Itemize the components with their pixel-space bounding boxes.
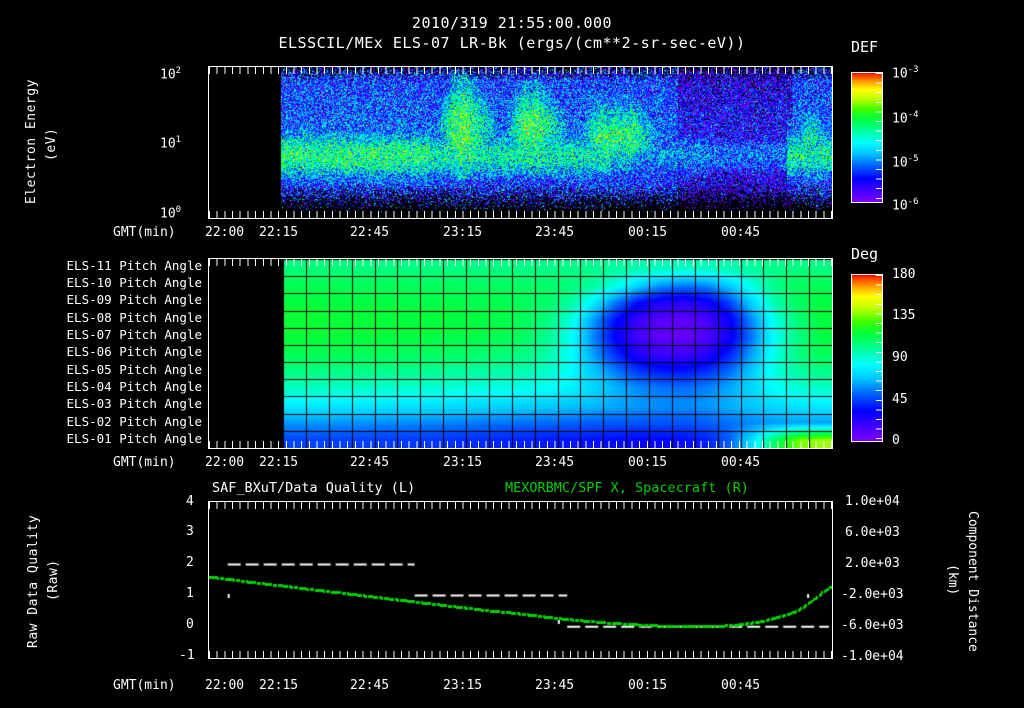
panel2-xtick-6: 00:45 xyxy=(721,455,761,470)
panel3-xtick-6: 00:45 xyxy=(721,678,761,693)
deg-colorbar-title: Deg xyxy=(851,245,879,263)
panel3-xtick-3: 23:15 xyxy=(443,678,483,693)
panel1-xtick-3: 23:15 xyxy=(443,225,483,240)
pitch-row-label-04: ELS-04 Pitch Angle xyxy=(66,379,202,394)
panel3-ylabel-right-units: (km) xyxy=(945,564,960,596)
panel3-right-ytick-1e4: 1.0e+04 xyxy=(845,494,900,509)
def-colorbar-label-6: 10-6 xyxy=(892,197,919,214)
timestamp-title: 2010/319 21:55:00.000 xyxy=(411,14,613,32)
panel1-plot-frame xyxy=(208,66,833,219)
panel1-ytick-10: 101 xyxy=(160,135,182,152)
panel3-xtick-2: 22:45 xyxy=(350,678,390,693)
panel1-xtick-1: 22:15 xyxy=(259,225,299,240)
panel3-ylabel-left: Raw Data Quality xyxy=(26,514,41,648)
dataset-subtitle: ELSSCIL/MEx ELS-07 LR-Bk (ergs/(cm**2-sr… xyxy=(278,34,746,52)
def-colorbar-label-4: 10-4 xyxy=(892,110,919,127)
panel2-plot-frame xyxy=(208,258,833,449)
def-colorbar-title: DEF xyxy=(851,38,879,56)
pitch-row-label-06: ELS-06 Pitch Angle xyxy=(66,344,202,359)
panel3-xaxis-label: GMT(min) xyxy=(113,678,176,693)
deg-colorbar-ticks xyxy=(876,275,882,441)
pitch-row-label-10: ELS-10 Pitch Angle xyxy=(66,275,202,290)
panel3-right-ytick-neg2e3: -2.0e+03 xyxy=(841,587,904,602)
panel2-xaxis-label: GMT(min) xyxy=(113,455,176,470)
deg-colorbar-label-45: 45 xyxy=(892,392,908,407)
panel3-ylabel-left-units: (Raw) xyxy=(46,559,61,601)
pitch-row-label-05: ELS-05 Pitch Angle xyxy=(66,362,202,377)
panel3-right-ytick-2e3: 2.0e+03 xyxy=(845,556,900,571)
panel2-xtick-4: 23:45 xyxy=(535,455,575,470)
panel3-left-ytick-2: 2 xyxy=(186,555,194,570)
panel3-right-ytick-neg6e3: -6.0e+03 xyxy=(841,618,904,633)
deg-colorbar-label-90: 90 xyxy=(892,350,908,365)
deg-colorbar xyxy=(851,274,883,442)
panel3-xtick-1: 22:15 xyxy=(259,678,299,693)
panel3-xtick-5: 00:15 xyxy=(628,678,668,693)
data-quality-line-canvas xyxy=(209,502,832,658)
panel3-title-right: MEXORBMC/SPF X, Spacecraft (R) xyxy=(505,480,749,496)
pitch-row-label-08: ELS-08 Pitch Angle xyxy=(66,310,202,325)
panel1-xaxis-label: GMT(min) xyxy=(113,225,176,240)
panel1-xtick-0: 22:00 xyxy=(205,225,245,240)
panel2-xtick-2: 22:45 xyxy=(350,455,390,470)
pitch-row-label-03: ELS-03 Pitch Angle xyxy=(66,396,202,411)
panel3-right-ytick-neg1e4: -1.0e+04 xyxy=(841,649,904,664)
panel1-xtick-5: 00:15 xyxy=(628,225,668,240)
panel2-xtick-1: 22:15 xyxy=(259,455,299,470)
pitch-row-label-11: ELS-11 Pitch Angle xyxy=(66,258,202,273)
pitch-row-label-07: ELS-07 Pitch Angle xyxy=(66,327,202,342)
pitch-row-label-02: ELS-02 Pitch Angle xyxy=(66,414,202,429)
panel1-ytick-1: 100 xyxy=(160,205,182,222)
panel3-ylabel-right: Component Distance xyxy=(965,510,980,652)
panel3-left-ytick-1: 1 xyxy=(186,586,194,601)
panel2-xtick-0: 22:00 xyxy=(205,455,245,470)
panel3-plot-frame xyxy=(208,501,833,659)
pitch-angle-heatmap-canvas xyxy=(209,259,832,448)
deg-colorbar-label-0: 0 xyxy=(892,433,900,448)
electron-energy-spectrogram-canvas xyxy=(209,67,832,218)
panel3-left-ytick-neg1: -1 xyxy=(179,648,195,663)
panel3-title-left: SAF_BXuT/Data Quality (L) xyxy=(212,480,416,496)
pitch-row-label-01: ELS-01 Pitch Angle xyxy=(66,431,202,446)
def-colorbar xyxy=(851,72,883,203)
panel1-xtick-2: 22:45 xyxy=(350,225,390,240)
panel1-xtick-4: 23:45 xyxy=(535,225,575,240)
panel1-xtick-6: 00:45 xyxy=(721,225,761,240)
deg-colorbar-label-180: 180 xyxy=(892,267,916,282)
deg-colorbar-label-135: 135 xyxy=(892,308,916,323)
panel1-ylabel-units: (eV) xyxy=(44,127,59,161)
panel3-left-ytick-4: 4 xyxy=(186,494,194,509)
def-colorbar-label-3: 10-3 xyxy=(892,65,919,82)
panel3-left-ytick-0: 0 xyxy=(186,617,194,632)
panel3-right-ytick-6e3: 6.0e+03 xyxy=(845,525,900,540)
panel1-ylabel: Electron Energy xyxy=(24,79,39,205)
def-colorbar-label-5: 10-5 xyxy=(892,154,919,171)
panel3-xtick-0: 22:00 xyxy=(205,678,245,693)
panel2-xtick-5: 00:15 xyxy=(628,455,668,470)
panel3-left-ytick-3: 3 xyxy=(186,524,194,539)
pitch-row-label-09: ELS-09 Pitch Angle xyxy=(66,292,202,307)
def-colorbar-ticks xyxy=(876,73,882,202)
panel2-xtick-3: 23:15 xyxy=(443,455,483,470)
panel3-xtick-4: 23:45 xyxy=(535,678,575,693)
panel1-ytick-100: 102 xyxy=(160,66,182,83)
